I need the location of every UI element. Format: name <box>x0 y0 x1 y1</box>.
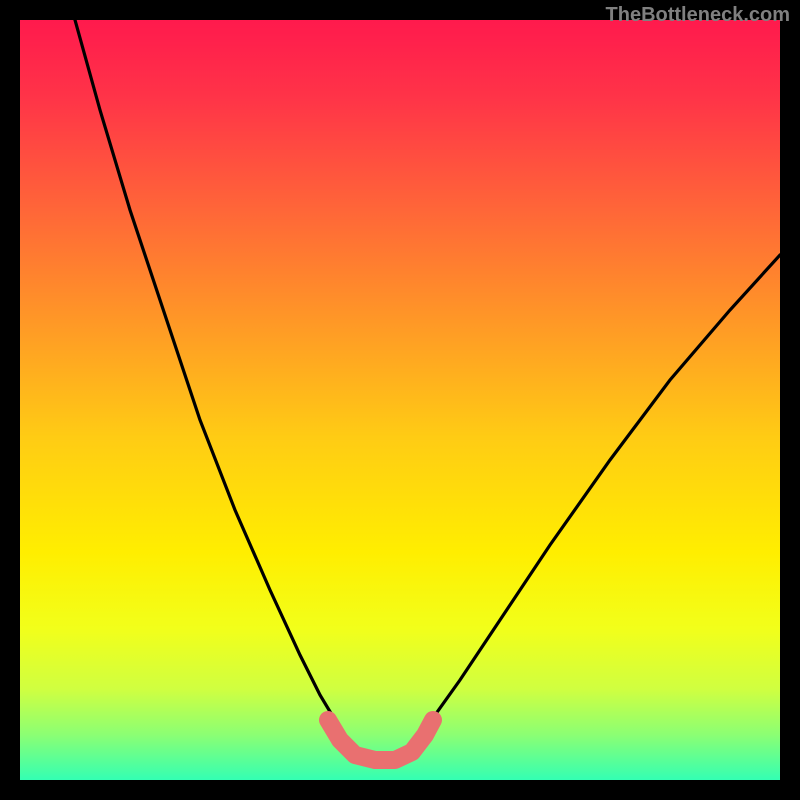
chart-plot <box>20 20 780 780</box>
watermark-text: TheBottleneck.com <box>606 4 790 27</box>
gradient-background <box>20 20 780 780</box>
chart-frame: TheBottleneck.com <box>0 0 800 800</box>
